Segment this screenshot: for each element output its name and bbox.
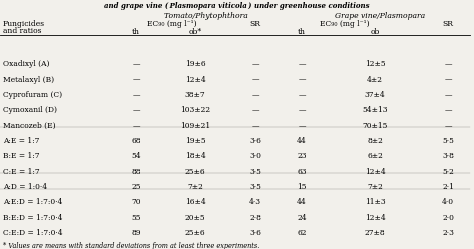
Text: —: — <box>251 91 259 99</box>
Text: —: — <box>132 106 140 115</box>
Text: Cyprofuram (C): Cyprofuram (C) <box>3 91 62 99</box>
Text: —: — <box>298 106 306 115</box>
Text: 54: 54 <box>131 152 141 160</box>
Text: 3·5: 3·5 <box>249 168 261 176</box>
Text: 5·2: 5·2 <box>442 168 454 176</box>
Text: 4·3: 4·3 <box>249 198 261 206</box>
Text: —: — <box>298 76 306 84</box>
Text: 18±4: 18±4 <box>185 152 205 160</box>
Text: 109±21: 109±21 <box>180 122 210 130</box>
Text: 15: 15 <box>297 183 307 191</box>
Text: C:E:D = 1:7:0·4: C:E:D = 1:7:0·4 <box>3 229 63 237</box>
Text: 70±15: 70±15 <box>362 122 388 130</box>
Text: 16±4: 16±4 <box>185 198 205 206</box>
Text: Tomato/​Phytophthora: Tomato/​Phytophthora <box>164 11 247 19</box>
Text: —: — <box>132 122 140 130</box>
Text: 63: 63 <box>297 168 307 176</box>
Text: 2·3: 2·3 <box>442 229 454 237</box>
Text: —: — <box>298 91 306 99</box>
Text: 27±8: 27±8 <box>365 229 385 237</box>
Text: —: — <box>444 61 452 68</box>
Text: 44: 44 <box>297 198 307 206</box>
Text: 54±13: 54±13 <box>362 106 388 115</box>
Text: 24: 24 <box>297 214 307 222</box>
Text: and grape vine ( Plasmopara viticola ) under greenhouse conditions: and grape vine ( Plasmopara viticola ) u… <box>104 2 370 10</box>
Text: SR: SR <box>443 20 454 28</box>
Text: B:E = 1:7: B:E = 1:7 <box>3 152 39 160</box>
Text: SR: SR <box>249 20 261 28</box>
Text: —: — <box>132 61 140 68</box>
Text: 12±4: 12±4 <box>365 214 385 222</box>
Text: 2·8: 2·8 <box>249 214 261 222</box>
Text: —: — <box>298 61 306 68</box>
Text: 23: 23 <box>297 152 307 160</box>
Text: 2·1: 2·1 <box>442 183 454 191</box>
Text: 25±6: 25±6 <box>185 229 205 237</box>
Text: Oxadixyl (A): Oxadixyl (A) <box>3 61 49 68</box>
Text: Mancozeb (E): Mancozeb (E) <box>3 122 55 130</box>
Text: A:E:D = 1:7:0·4: A:E:D = 1:7:0·4 <box>3 198 63 206</box>
Text: Metalaxyl (B): Metalaxyl (B) <box>3 76 54 84</box>
Text: 70: 70 <box>131 198 141 206</box>
Text: 25±6: 25±6 <box>185 168 205 176</box>
Text: 44: 44 <box>297 137 307 145</box>
Text: ob*: ob* <box>189 28 201 36</box>
Text: ob: ob <box>370 28 380 36</box>
Text: 68: 68 <box>131 137 141 145</box>
Text: 2·0: 2·0 <box>442 214 454 222</box>
Text: 89: 89 <box>131 229 141 237</box>
Text: and ratios: and ratios <box>3 27 42 35</box>
Text: 5·5: 5·5 <box>442 137 454 145</box>
Text: 19±5: 19±5 <box>185 137 205 145</box>
Text: Cymoxanil (D): Cymoxanil (D) <box>3 106 57 115</box>
Text: th: th <box>298 28 306 36</box>
Text: 3·8: 3·8 <box>442 152 454 160</box>
Text: 8±2: 8±2 <box>367 137 383 145</box>
Text: 3·6: 3·6 <box>249 137 261 145</box>
Text: 4·0: 4·0 <box>442 198 454 206</box>
Text: 3·6: 3·6 <box>249 229 261 237</box>
Text: 12±4: 12±4 <box>365 168 385 176</box>
Text: 25: 25 <box>131 183 141 191</box>
Text: 38±7: 38±7 <box>185 91 205 99</box>
Text: —: — <box>444 76 452 84</box>
Text: * Values are means with standard deviations from at least three experiments.: * Values are means with standard deviati… <box>3 242 259 249</box>
Text: —: — <box>251 76 259 84</box>
Text: 11±3: 11±3 <box>365 198 385 206</box>
Text: —: — <box>132 76 140 84</box>
Text: 88: 88 <box>131 168 141 176</box>
Text: —: — <box>132 91 140 99</box>
Text: 55: 55 <box>131 214 141 222</box>
Text: Grape vine/​Plasmopara: Grape vine/​Plasmopara <box>335 11 425 19</box>
Text: 3·0: 3·0 <box>249 152 261 160</box>
Text: 12±5: 12±5 <box>365 61 385 68</box>
Text: A:E = 1:7: A:E = 1:7 <box>3 137 39 145</box>
Text: 7±2: 7±2 <box>187 183 203 191</box>
Text: Fungicides: Fungicides <box>3 20 45 28</box>
Text: —: — <box>298 122 306 130</box>
Text: 3·5: 3·5 <box>249 183 261 191</box>
Text: C:E = 1:7: C:E = 1:7 <box>3 168 40 176</box>
Text: A:D = 1:0·4: A:D = 1:0·4 <box>3 183 47 191</box>
Text: EC₉₀ (mg l⁻¹): EC₉₀ (mg l⁻¹) <box>319 20 369 28</box>
Text: 6±2: 6±2 <box>367 152 383 160</box>
Text: —: — <box>444 106 452 115</box>
Text: 37±4: 37±4 <box>365 91 385 99</box>
Text: —: — <box>251 122 259 130</box>
Text: —: — <box>251 106 259 115</box>
Text: th: th <box>132 28 140 36</box>
Text: —: — <box>444 91 452 99</box>
Text: 19±6: 19±6 <box>185 61 205 68</box>
Text: 103±22: 103±22 <box>180 106 210 115</box>
Text: B:E:D = 1:7:0·4: B:E:D = 1:7:0·4 <box>3 214 63 222</box>
Text: —: — <box>251 61 259 68</box>
Text: EC₉₀ (mg l⁻¹): EC₉₀ (mg l⁻¹) <box>146 20 196 28</box>
Text: 12±4: 12±4 <box>185 76 205 84</box>
Text: —: — <box>444 122 452 130</box>
Text: 20±5: 20±5 <box>185 214 205 222</box>
Text: 7±2: 7±2 <box>367 183 383 191</box>
Text: 4±2: 4±2 <box>367 76 383 84</box>
Text: 62: 62 <box>297 229 307 237</box>
